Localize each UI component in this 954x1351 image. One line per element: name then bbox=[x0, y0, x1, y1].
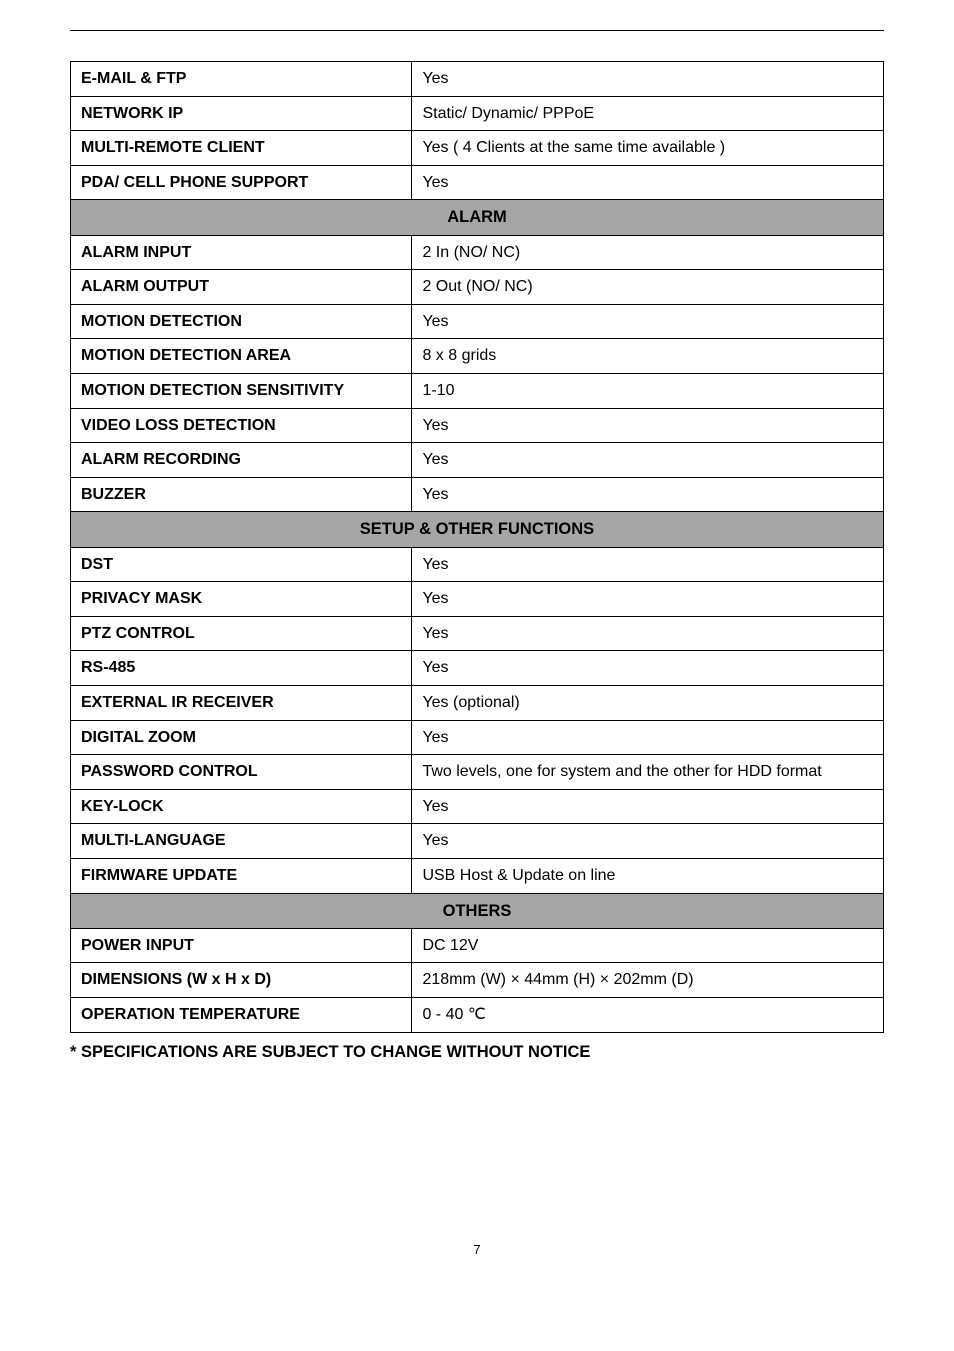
spec-value-cell: Yes bbox=[412, 789, 884, 824]
table-row: E-MAIL & FTPYes bbox=[71, 62, 884, 97]
spec-label-cell: PASSWORD CONTROL bbox=[71, 755, 412, 790]
table-row: NETWORK IPStatic/ Dynamic/ PPPoE bbox=[71, 96, 884, 131]
spec-value-cell: DC 12V bbox=[412, 928, 884, 963]
table-row: MOTION DETECTIONYes bbox=[71, 304, 884, 339]
spec-value-cell: Yes bbox=[412, 165, 884, 200]
spec-label-cell: E-MAIL & FTP bbox=[71, 62, 412, 97]
spec-value-cell: Yes bbox=[412, 443, 884, 478]
table-row: VIDEO LOSS DETECTIONYes bbox=[71, 408, 884, 443]
table-row: RS-485Yes bbox=[71, 651, 884, 686]
spec-table: E-MAIL & FTPYesNETWORK IPStatic/ Dynamic… bbox=[70, 61, 884, 1033]
spec-label-cell: RS-485 bbox=[71, 651, 412, 686]
spec-value-cell: USB Host & Update on line bbox=[412, 859, 884, 894]
table-row: DSTYes bbox=[71, 547, 884, 582]
spec-value-cell: Yes bbox=[412, 477, 884, 512]
spec-label-cell: MOTION DETECTION bbox=[71, 304, 412, 339]
spec-label-cell: POWER INPUT bbox=[71, 928, 412, 963]
table-row: ALARM INPUT2 In (NO/ NC) bbox=[71, 235, 884, 270]
spec-label-cell: NETWORK IP bbox=[71, 96, 412, 131]
spec-value-cell: Yes bbox=[412, 408, 884, 443]
table-row: PASSWORD CONTROLTwo levels, one for syst… bbox=[71, 755, 884, 790]
page-number: 7 bbox=[70, 1242, 884, 1257]
spec-value-cell: Yes bbox=[412, 720, 884, 755]
table-row: DIMENSIONS (W x H x D)218mm (W) × 44mm (… bbox=[71, 963, 884, 998]
table-row: KEY-LOCKYes bbox=[71, 789, 884, 824]
spec-value-cell: Yes ( 4 Clients at the same time availab… bbox=[412, 131, 884, 166]
spec-label-cell: ALARM RECORDING bbox=[71, 443, 412, 478]
table-row: MOTION DETECTION SENSITIVITY1-10 bbox=[71, 374, 884, 409]
spec-label-cell: KEY-LOCK bbox=[71, 789, 412, 824]
spec-value-cell: 0 - 40 ℃ bbox=[412, 998, 884, 1033]
table-row: FIRMWARE UPDATEUSB Host & Update on line bbox=[71, 859, 884, 894]
spec-value-cell: Yes bbox=[412, 824, 884, 859]
spec-label-cell: MULTI-REMOTE CLIENT bbox=[71, 131, 412, 166]
spec-label-cell: DIMENSIONS (W x H x D) bbox=[71, 963, 412, 998]
table-row: ALARM RECORDINGYes bbox=[71, 443, 884, 478]
spec-value-cell: Yes bbox=[412, 616, 884, 651]
spec-label-cell: FIRMWARE UPDATE bbox=[71, 859, 412, 894]
table-row: ALARM OUTPUT2 Out (NO/ NC) bbox=[71, 270, 884, 305]
spec-label-cell: VIDEO LOSS DETECTION bbox=[71, 408, 412, 443]
table-row: EXTERNAL IR RECEIVERYes (optional) bbox=[71, 686, 884, 721]
spec-label-cell: PRIVACY MASK bbox=[71, 582, 412, 617]
table-row: MOTION DETECTION AREA8 x 8 grids bbox=[71, 339, 884, 374]
spec-value-cell: 8 x 8 grids bbox=[412, 339, 884, 374]
table-row: OPERATION TEMPERATURE0 - 40 ℃ bbox=[71, 998, 884, 1033]
spec-label-cell: MOTION DETECTION SENSITIVITY bbox=[71, 374, 412, 409]
table-row: MULTI-REMOTE CLIENTYes ( 4 Clients at th… bbox=[71, 131, 884, 166]
spec-value-cell: Yes bbox=[412, 651, 884, 686]
spec-label-cell: EXTERNAL IR RECEIVER bbox=[71, 686, 412, 721]
spec-value-cell: 218mm (W) × 44mm (H) × 202mm (D) bbox=[412, 963, 884, 998]
table-row: SETUP & OTHER FUNCTIONS bbox=[71, 512, 884, 547]
footnote-text: * SPECIFICATIONS ARE SUBJECT TO CHANGE W… bbox=[70, 1043, 884, 1062]
section-header-cell: OTHERS bbox=[71, 893, 884, 928]
spec-label-cell: ALARM INPUT bbox=[71, 235, 412, 270]
spec-label-cell: BUZZER bbox=[71, 477, 412, 512]
spec-label-cell: PDA/ CELL PHONE SUPPORT bbox=[71, 165, 412, 200]
spec-value-cell: 2 Out (NO/ NC) bbox=[412, 270, 884, 305]
spec-value-cell: Yes bbox=[412, 582, 884, 617]
spec-value-cell: Yes bbox=[412, 547, 884, 582]
spec-label-cell: MOTION DETECTION AREA bbox=[71, 339, 412, 374]
spec-label-cell: ALARM OUTPUT bbox=[71, 270, 412, 305]
section-header-cell: ALARM bbox=[71, 200, 884, 235]
spec-value-cell: Yes bbox=[412, 304, 884, 339]
spec-label-cell: PTZ CONTROL bbox=[71, 616, 412, 651]
spec-value-cell: Yes bbox=[412, 62, 884, 97]
table-row: PTZ CONTROLYes bbox=[71, 616, 884, 651]
spec-label-cell: DST bbox=[71, 547, 412, 582]
table-row: OTHERS bbox=[71, 893, 884, 928]
spec-label-cell: OPERATION TEMPERATURE bbox=[71, 998, 412, 1033]
table-row: MULTI-LANGUAGEYes bbox=[71, 824, 884, 859]
section-header-cell: SETUP & OTHER FUNCTIONS bbox=[71, 512, 884, 547]
spec-value-cell: Static/ Dynamic/ PPPoE bbox=[412, 96, 884, 131]
table-row: PDA/ CELL PHONE SUPPORTYes bbox=[71, 165, 884, 200]
spec-value-cell: Two levels, one for system and the other… bbox=[412, 755, 884, 790]
table-row: PRIVACY MASKYes bbox=[71, 582, 884, 617]
spec-label-cell: DIGITAL ZOOM bbox=[71, 720, 412, 755]
spec-tbody: E-MAIL & FTPYesNETWORK IPStatic/ Dynamic… bbox=[71, 62, 884, 1033]
spec-value-cell: 2 In (NO/ NC) bbox=[412, 235, 884, 270]
table-row: ALARM bbox=[71, 200, 884, 235]
table-row: POWER INPUTDC 12V bbox=[71, 928, 884, 963]
page-container: E-MAIL & FTPYesNETWORK IPStatic/ Dynamic… bbox=[0, 0, 954, 1317]
spec-value-cell: 1-10 bbox=[412, 374, 884, 409]
spec-label-cell: MULTI-LANGUAGE bbox=[71, 824, 412, 859]
table-row: DIGITAL ZOOMYes bbox=[71, 720, 884, 755]
spec-value-cell: Yes (optional) bbox=[412, 686, 884, 721]
table-row: BUZZERYes bbox=[71, 477, 884, 512]
top-rule bbox=[70, 30, 884, 31]
